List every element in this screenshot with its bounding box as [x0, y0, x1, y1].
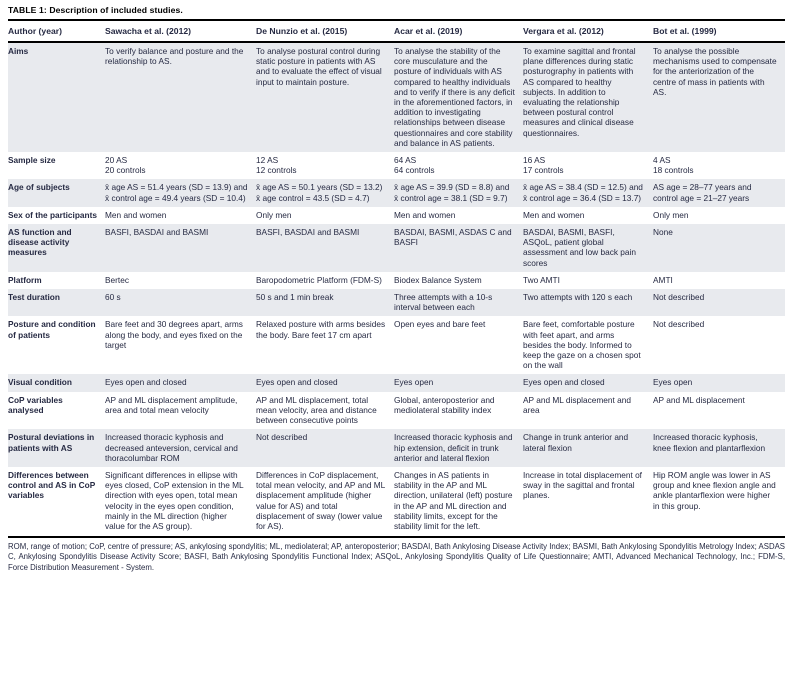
table-cell: AP and ML displacement, total mean veloc…: [256, 394, 377, 426]
table-cell: Three attempts with a 10-s interval betw…: [394, 292, 493, 313]
table-cell: AS age = 28–77 years and control age = 2…: [653, 182, 752, 203]
table-cell: x̄ age AS = 38.4 (SD = 12.5) and x̄ cont…: [523, 182, 643, 203]
header-row: Author (year) Sawacha et al. (2012) De N…: [8, 20, 785, 43]
table-row: Posture and condition of patients Bare fe…: [8, 316, 785, 374]
paper-table-page: TABLE 1: Description of included studies…: [8, 5, 785, 573]
table-cell: BASFI, BASDAI and BASMI: [256, 227, 360, 238]
table-cell: Changes in AS patients in stability in t…: [394, 469, 513, 531]
table-cell: 20 AS 20 controls: [105, 155, 146, 176]
table-cell: x̄ age AS = 51.4 years (SD = 13.9) and x…: [105, 182, 248, 203]
table-cell: Increased thoracic kyphosis and decrease…: [105, 432, 238, 463]
table-row: Visual condition Eyes open and closed Eyes…: [8, 374, 785, 392]
table-cell: Baropodometric Platform (FDM-S): [256, 274, 382, 285]
table-cell: Eyes open and closed: [523, 377, 605, 388]
table-cell: Men and women: [523, 209, 585, 220]
row-label: Sex of the participants: [8, 209, 97, 220]
table-cell: Not described: [256, 432, 308, 443]
table-body: Aims To verify balance and posture and th…: [8, 42, 785, 535]
table-cell: Biodex Balance System: [394, 274, 482, 285]
table-cell: To examine sagittal and frontal plane di…: [523, 46, 636, 138]
table-cell: To analyse postural control during stati…: [256, 46, 382, 87]
row-label: CoP variables analysed: [8, 394, 63, 415]
row-label: AS function and disease activity measure…: [8, 227, 72, 258]
table-cell: Increase in total displacement of sway i…: [523, 469, 642, 501]
row-label: Platform: [8, 274, 42, 285]
table-cell: To analyse the possible mechanisms used …: [653, 46, 777, 97]
table-cell: Men and women: [394, 209, 456, 220]
table-cell: Differences in CoP displacement, total m…: [256, 469, 385, 531]
table-cell: AP and ML displacement and area: [523, 394, 631, 415]
row-label: Age of subjects: [8, 182, 70, 193]
row-label: Postural deviations in patients with AS: [8, 432, 95, 453]
table-cell: Significant differences in ellipse with …: [105, 469, 244, 531]
table-cell: AMTI: [653, 274, 673, 285]
table-cell: 60 s: [105, 292, 121, 303]
table-title: TABLE 1: Description of included studies…: [8, 5, 183, 15]
studies-table: Author (year) Sawacha et al. (2012) De N…: [8, 19, 785, 535]
table-cell: 4 AS 18 controls: [653, 155, 694, 176]
table-cell: BASDAI, BASMI, ASDAS C and BASFI: [394, 227, 512, 248]
table-cell: Eyes open and closed: [105, 377, 187, 388]
table-cell: Hip ROM angle was lower in AS group and …: [653, 469, 776, 511]
table-cell: Eyes open: [394, 377, 434, 388]
table-cell: Increased thoracic kyphosis and hip exte…: [394, 432, 513, 463]
table-row: Sample size 20 AS 20 controls 12 AS 12 con…: [8, 152, 785, 179]
table-cell: Bertec: [105, 274, 129, 285]
row-label: Posture and condition of patients: [8, 319, 96, 340]
table-cell: AP and ML displacement: [653, 394, 745, 405]
table-cell: 50 s and 1 min break: [256, 292, 334, 303]
column-header-author-year: Author (year): [8, 20, 105, 43]
table-cell: Open eyes and bare feet: [394, 319, 486, 330]
table-cell: BASDAI, BASMI, BASFI, ASQoL, patient glo…: [523, 227, 636, 268]
column-header-bot-1999: Bot et al. (1999): [653, 20, 785, 43]
row-label: Sample size: [8, 155, 56, 166]
table-cell: 12 AS 12 controls: [256, 155, 297, 176]
table-cell: Increased thoracic kyphosis, knee flexio…: [653, 432, 766, 453]
table-cell: Two attempts with 120 s each: [523, 292, 633, 303]
table-cell: Global, anteroposterior and mediolateral…: [394, 394, 495, 415]
column-header-vergara-2012: Vergara et al. (2012): [523, 20, 653, 43]
table-cell: x̄ age AS = 39.9 (SD = 8.8) and x̄ contr…: [394, 182, 510, 203]
row-label: Aims: [8, 46, 29, 56]
table-cell: Only men: [653, 209, 689, 220]
table-row: Differences between control and AS in Co…: [8, 467, 785, 535]
table-cell: 64 AS 64 controls: [394, 155, 435, 176]
table-row: AS function and disease activity measure…: [8, 224, 785, 272]
table-header: Author (year) Sawacha et al. (2012) De N…: [8, 20, 785, 43]
column-header-acar-2019: Acar et al. (2019): [394, 20, 523, 43]
table-cell: Eyes open and closed: [256, 377, 338, 388]
table-cell: BASFI, BASDAI and BASMI: [105, 227, 209, 238]
table-cell: AP and ML displacement amplitude, area a…: [105, 394, 238, 415]
table-cell: Men and women: [105, 209, 167, 220]
column-header-sawacha-2012: Sawacha et al. (2012): [105, 20, 256, 43]
table-row: Age of subjects x̄ age AS = 51.4 years (S…: [8, 179, 785, 207]
row-label: Test duration: [8, 292, 60, 303]
table-row: Platform Bertec Baropodometric Platform (F…: [8, 272, 785, 289]
table-row: CoP variables analysed AP and ML displace…: [8, 392, 785, 430]
table-footnote: ROM, range of motion; CoP, centre of pre…: [8, 536, 785, 573]
row-label: Visual condition: [8, 377, 72, 388]
table-row: Sex of the participants Men and women Only…: [8, 207, 785, 224]
row-label: Differences between control and AS in Co…: [8, 469, 96, 501]
table-cell: Not described: [653, 319, 705, 330]
table-cell: Bare feet, comfortable posture with feet…: [523, 319, 641, 371]
column-header-de-nunzio-2015: De Nunzio et al. (2015): [256, 20, 394, 43]
table-cell: Not described: [653, 292, 705, 303]
table-cell: Change in trunk anterior and lateral fle…: [523, 432, 629, 453]
table-cell: x̄ age AS = 50.1 years (SD = 13.2) x̄ ag…: [256, 182, 383, 203]
table-cell: None: [653, 227, 673, 238]
table-cell: To analyse the stability of the core mus…: [394, 46, 515, 148]
table-cell: To verify balance and posture and the re…: [105, 46, 244, 67]
table-row: Test duration 60 s 50 s and 1 min break Thr…: [8, 289, 785, 317]
table-cell: Only men: [256, 209, 292, 220]
table-cell: 16 AS 17 controls: [523, 155, 564, 176]
table-row: Postural deviations in patients with AS I…: [8, 429, 785, 467]
table-cell: Two AMTI: [523, 274, 560, 285]
table-row: Aims To verify balance and posture and th…: [8, 42, 785, 153]
table-cell: Bare feet and 30 degrees apart, arms alo…: [105, 319, 243, 350]
table-cell: Relaxed posture with arms besides the bo…: [256, 319, 386, 340]
table-cell: Eyes open: [653, 377, 693, 388]
